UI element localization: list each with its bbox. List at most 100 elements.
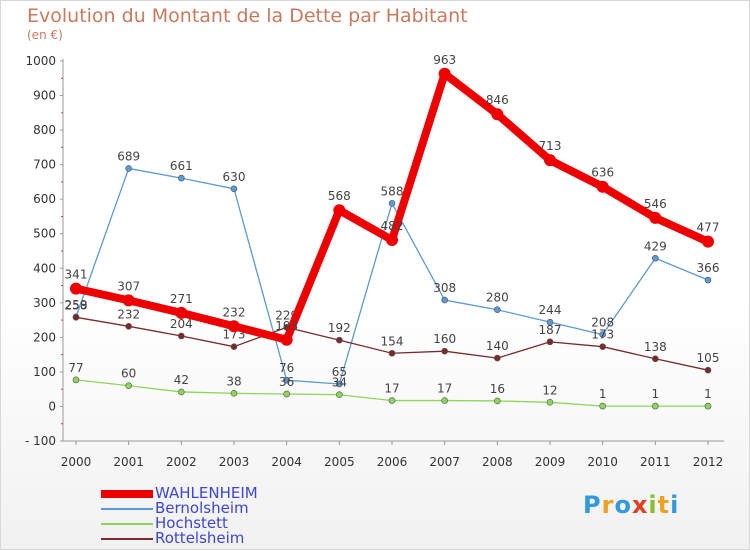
data-point [438, 67, 451, 80]
data-label: 308 [433, 281, 456, 295]
data-point [441, 296, 448, 304]
data-point [546, 399, 554, 406]
data-point [599, 331, 606, 338]
data-label: 636 [591, 166, 614, 180]
data-point [491, 108, 504, 121]
data-point [704, 276, 712, 284]
chart-legend: WAHLENHEIM Bernolsheim Hochstett Rottelshei… [101, 486, 258, 546]
legend-item: Bernolsheim [101, 501, 258, 516]
data-label: 568 [328, 189, 351, 203]
x-tick-label: 2005 [324, 455, 355, 469]
chart-subtitle: (en €) [27, 28, 63, 42]
logo-letter: r [601, 491, 615, 519]
data-point [652, 254, 659, 262]
logo-letter: i [670, 491, 680, 519]
data-point [336, 380, 343, 388]
data-label: 17 [437, 382, 452, 396]
data-label: 42 [174, 373, 189, 387]
data-label: 546 [644, 197, 667, 211]
data-label: 280 [486, 291, 509, 305]
data-label: 271 [170, 292, 193, 306]
data-point [544, 154, 556, 167]
data-label: 208 [591, 316, 614, 330]
x-tick-label: 2012 [693, 455, 724, 469]
data-point [125, 382, 132, 390]
data-label: 630 [223, 170, 246, 184]
x-tick-label: 2008 [482, 455, 513, 469]
data-label: 65 [332, 365, 347, 379]
data-label: 258 [65, 298, 88, 312]
data-point [283, 390, 290, 398]
legend-label: WAHLENHEIM [155, 484, 258, 502]
data-point [652, 355, 659, 363]
data-point [336, 336, 343, 344]
data-label: 204 [170, 317, 193, 331]
data-point [702, 235, 714, 248]
logo-letter: o [614, 491, 632, 519]
data-point [125, 323, 132, 330]
data-point [388, 200, 396, 207]
legend-label: Hochstett [155, 514, 228, 532]
data-label: 661 [170, 159, 193, 173]
x-tick-label: 2010 [587, 455, 618, 469]
legend-swatch [101, 522, 153, 525]
y-tick-label: - 100 [25, 434, 56, 448]
logo-letter: x [631, 491, 649, 519]
y-tick-label: 600 [33, 192, 56, 206]
data-label: 307 [117, 279, 140, 293]
data-label: 588 [381, 184, 404, 198]
data-label: 244 [539, 303, 562, 317]
data-label: 689 [117, 149, 140, 163]
legend-swatch [101, 507, 153, 510]
data-label: 38 [226, 374, 241, 388]
data-label: 259 [65, 298, 88, 312]
data-point [230, 185, 238, 193]
logo-letter: t [657, 491, 671, 519]
x-tick-label: 2011 [640, 455, 671, 469]
legend-label: Bernolsheim [155, 499, 249, 517]
data-label: 963 [433, 53, 456, 67]
data-point [494, 354, 501, 362]
x-tick-label: 2001 [113, 455, 144, 469]
data-label: 341 [65, 268, 88, 282]
data-point [441, 397, 448, 404]
data-point [72, 314, 80, 321]
data-label: 138 [644, 340, 667, 354]
data-point [596, 180, 609, 193]
data-label: 34 [332, 376, 347, 390]
legend-label: Rottelsheim [155, 529, 245, 547]
data-point [336, 391, 343, 399]
data-label: 429 [644, 239, 667, 253]
x-tick-label: 2006 [377, 455, 408, 469]
data-point [72, 376, 80, 384]
data-point [388, 397, 396, 404]
x-tick-label: 2004 [271, 455, 302, 469]
data-label: 846 [486, 93, 509, 107]
data-point [178, 332, 185, 340]
data-label: 1 [599, 387, 607, 401]
data-point [70, 282, 82, 295]
data-point [599, 402, 606, 410]
data-label: 17 [384, 382, 399, 396]
y-tick-label: 400 [33, 261, 56, 275]
data-label: 76 [279, 361, 294, 375]
proxiti-logo: Proxiti [583, 491, 679, 519]
data-label: 187 [539, 323, 562, 337]
data-label: 77 [68, 361, 83, 375]
logo-letter: i [648, 491, 658, 519]
data-point [652, 402, 659, 410]
data-label: 140 [486, 339, 509, 353]
data-point [546, 318, 554, 326]
data-label: 60 [121, 367, 136, 381]
x-tick-label: 2003 [219, 455, 250, 469]
data-point [494, 306, 501, 314]
legend-item: Hochstett [101, 516, 258, 531]
data-label: 36 [279, 375, 294, 389]
data-point [280, 333, 293, 346]
x-tick-label: 2009 [535, 455, 566, 469]
data-point [178, 174, 185, 182]
y-tick-label: 800 [33, 123, 56, 137]
data-point [546, 338, 554, 346]
